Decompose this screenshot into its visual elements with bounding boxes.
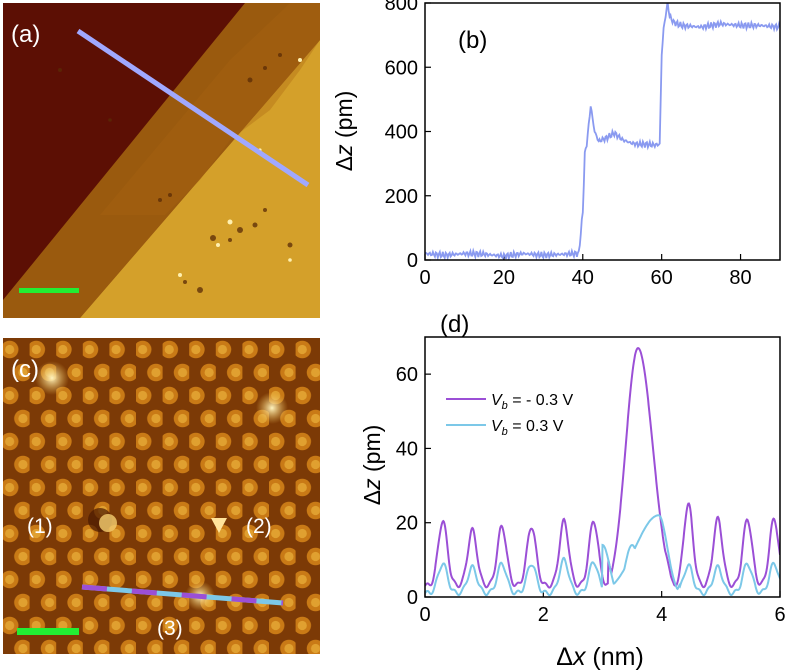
legend-label-pos: Vb = 0.3 V [491, 418, 564, 438]
defect-bright-2 [256, 392, 288, 424]
chart-b-frame [424, 2, 781, 261]
chart-b-ylabel: Δz (pm) [331, 91, 357, 172]
chart-b-xtick-label-4: 80 [729, 267, 751, 289]
panel-c-label: (c) [11, 356, 39, 383]
scalebar-c [17, 628, 79, 635]
chart-d-trace-pos [425, 514, 780, 597]
chart-b-xtick-label-0: 0 [419, 267, 430, 289]
defect-site-2 [211, 518, 227, 533]
panel-d-label: (d) [440, 311, 469, 338]
chart-b-ytick-label-1: 200 [385, 186, 418, 208]
panel-a-image [3, 3, 320, 318]
chart-b-ytick-label-4: 800 [385, 0, 418, 15]
profile-line-c [81, 584, 284, 606]
chart-b-xtick-label-1: 20 [493, 267, 515, 289]
scalebar-a [19, 288, 79, 293]
chart-b-ytick-label-0: 0 [407, 250, 418, 272]
chart-b-xtick-label-3: 60 [651, 267, 673, 289]
chart-b-ytick-label-2: 400 [385, 122, 418, 144]
terrace-mid [3, 3, 320, 318]
profile-line-a [76, 28, 310, 188]
chart-d-xtick-label-1: 2 [538, 604, 549, 626]
chart-d-xtick-label-3: 6 [774, 604, 785, 626]
chart-d-legend: Vb = - 0.3 V Vb = 0.3 V [446, 392, 573, 438]
panel-c-image [3, 338, 320, 654]
defect-bright-1 [35, 361, 69, 395]
chart-d-xlabel: Δx (nm) [556, 643, 644, 670]
terrace-high [80, 40, 320, 318]
site-label-1: (1) [27, 515, 53, 538]
site-label-2: (2) [246, 515, 272, 538]
chart-d-ytick-label-2: 40 [396, 438, 418, 460]
bright-adatoms [178, 58, 302, 277]
chart-d-ytick-label-1: 20 [396, 513, 418, 535]
chart-d-ylabel: Δz (pm) [359, 425, 385, 506]
legend-label-neg: Vb = - 0.3 V [491, 392, 573, 412]
chart-b-xtick-label-2: 40 [572, 267, 594, 289]
chart-b-trace [425, 3, 780, 260]
chart-d-xtick-label-2: 4 [656, 604, 667, 626]
chart-b-ytick-label-3: 600 [385, 57, 418, 79]
chart-d-ytick-label-0: 0 [407, 587, 418, 609]
site-label-3: (3) [157, 617, 183, 640]
chart-d-frame [424, 336, 781, 598]
adsorbate-clusters [58, 53, 302, 293]
chart-d-ytick-label-3: 60 [396, 364, 418, 386]
chart-d-xtick-label-0: 0 [419, 604, 430, 626]
panel-b-label: (b) [458, 27, 487, 54]
panel-a-label: (a) [11, 21, 40, 48]
